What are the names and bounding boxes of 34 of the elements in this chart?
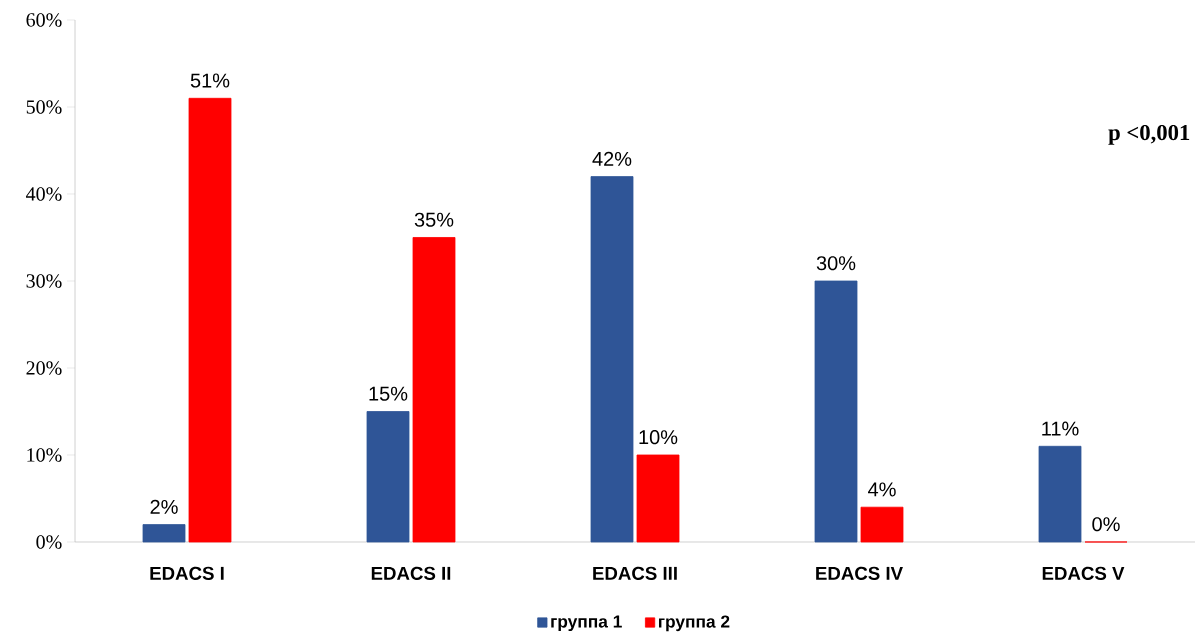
data-label: 0% xyxy=(1092,517,1120,532)
data-label: 35% xyxy=(414,212,454,227)
y-tick-label: 30% xyxy=(26,274,62,288)
bar xyxy=(1038,445,1082,543)
x-tick-label: EDACS V xyxy=(1042,566,1125,580)
data-label: 11% xyxy=(1042,421,1079,436)
bar xyxy=(590,176,634,543)
x-tick-label: EDACS III xyxy=(593,566,677,580)
legend-label: группа 2 xyxy=(659,615,730,632)
data-label: 51% xyxy=(190,73,230,88)
bar xyxy=(142,524,186,543)
data-label: 2% xyxy=(150,499,178,514)
x-tick-label: EDACS IV xyxy=(816,566,903,580)
x-tick-label: EDACS II xyxy=(371,566,451,580)
bar xyxy=(366,411,410,543)
y-tick-label: 40% xyxy=(26,187,62,201)
annotation: p <0,001 xyxy=(1108,124,1190,145)
legend-label: группа 1 xyxy=(551,615,622,632)
y-tick-label: 0% xyxy=(36,535,62,549)
y-tick-label: 10% xyxy=(27,448,62,462)
bar xyxy=(188,97,232,543)
data-label: 4% xyxy=(868,482,896,497)
y-tick-label: 20% xyxy=(26,361,62,375)
y-tick-label: 60% xyxy=(26,13,62,27)
y-tick-label: 50% xyxy=(26,100,62,114)
data-label: 42% xyxy=(592,151,632,166)
bar xyxy=(636,454,680,543)
data-label: 30% xyxy=(816,256,856,271)
data-label: 15% xyxy=(369,386,408,401)
bar xyxy=(814,280,858,543)
bar xyxy=(412,237,456,543)
data-label: 10% xyxy=(639,430,678,445)
x-tick-label: EDACS I xyxy=(150,566,224,580)
bar xyxy=(860,506,904,543)
